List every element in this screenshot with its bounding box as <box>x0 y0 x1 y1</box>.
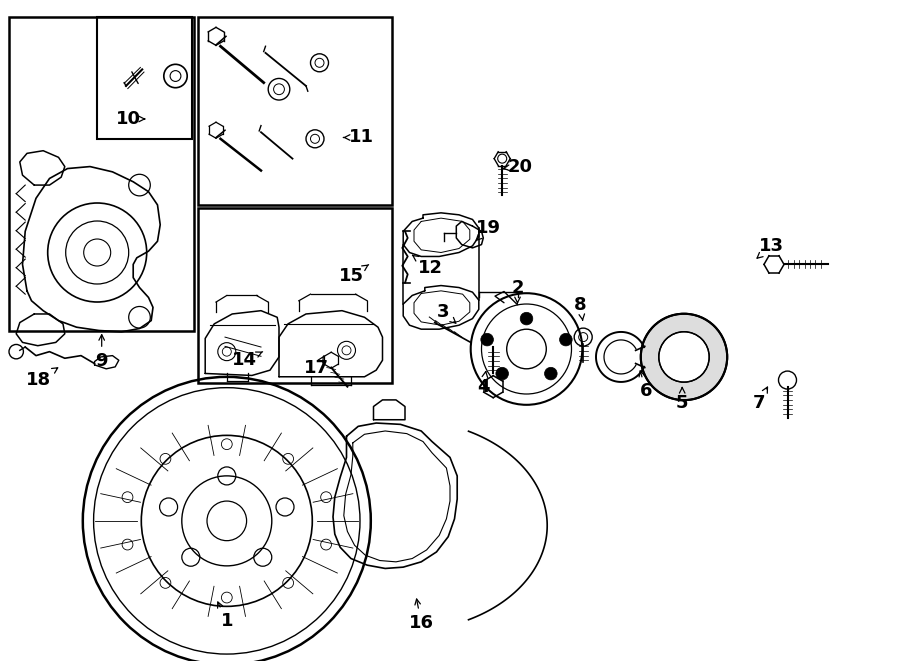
Text: 9: 9 <box>95 334 108 370</box>
Text: 5: 5 <box>676 387 688 412</box>
Circle shape <box>659 332 709 382</box>
Text: 19: 19 <box>476 219 501 241</box>
Text: 15: 15 <box>338 264 369 286</box>
Text: 7: 7 <box>752 387 768 412</box>
Text: 2: 2 <box>511 278 524 303</box>
Bar <box>97 17 192 139</box>
Text: 4: 4 <box>477 371 490 396</box>
Bar <box>198 17 392 205</box>
Circle shape <box>641 314 727 400</box>
Text: 10: 10 <box>116 110 145 128</box>
Circle shape <box>560 333 572 346</box>
Circle shape <box>544 368 557 380</box>
Text: 11: 11 <box>344 128 374 147</box>
Bar <box>9 17 194 330</box>
Text: 1: 1 <box>218 602 233 631</box>
Circle shape <box>481 333 493 346</box>
Text: 8: 8 <box>574 296 587 320</box>
Bar <box>198 208 392 383</box>
Text: 18: 18 <box>26 368 58 389</box>
Text: 12: 12 <box>412 255 443 277</box>
Text: 3: 3 <box>436 303 455 323</box>
Text: 14: 14 <box>232 351 263 369</box>
Circle shape <box>496 368 508 380</box>
Text: 13: 13 <box>757 237 784 258</box>
Text: 17: 17 <box>304 356 329 377</box>
Text: 16: 16 <box>409 599 434 632</box>
Text: 20: 20 <box>504 157 533 176</box>
Text: 6: 6 <box>639 371 652 401</box>
Circle shape <box>520 312 533 325</box>
